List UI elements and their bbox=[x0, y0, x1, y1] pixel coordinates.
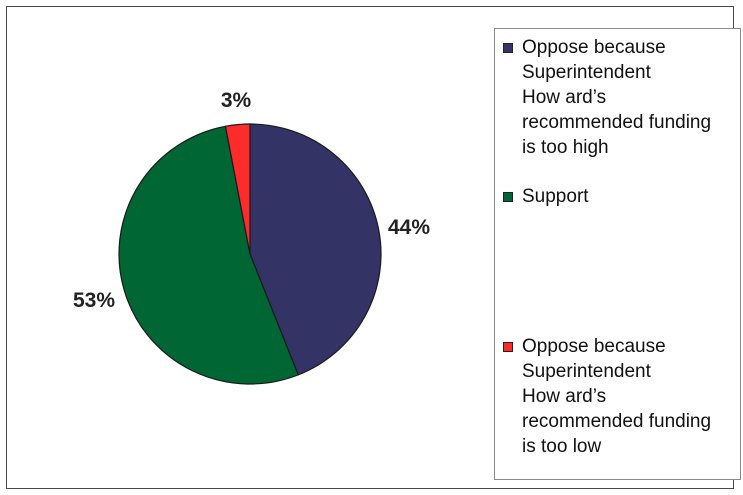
slice-label-low: 3% bbox=[221, 89, 252, 112]
legend-swatch-support bbox=[503, 192, 513, 202]
legend-swatch-oppose-high bbox=[503, 43, 513, 53]
slice-support bbox=[118, 125, 300, 385]
legend-label: Oppose because Superintendent How ard’s … bbox=[522, 336, 712, 457]
legend: Oppose because Superintendent How ard’s … bbox=[494, 28, 741, 480]
pie-slices bbox=[118, 123, 382, 385]
legend-label: Oppose because Superintendent How ard’s … bbox=[522, 37, 712, 158]
slice-oppose-low bbox=[224, 123, 251, 255]
legend-swatch-oppose-low bbox=[503, 342, 513, 352]
legend-label: Support bbox=[522, 186, 589, 207]
slice-label-high: 44% bbox=[388, 216, 430, 239]
slice-oppose-high bbox=[249, 123, 382, 376]
slice-label-support: 53% bbox=[73, 289, 115, 312]
